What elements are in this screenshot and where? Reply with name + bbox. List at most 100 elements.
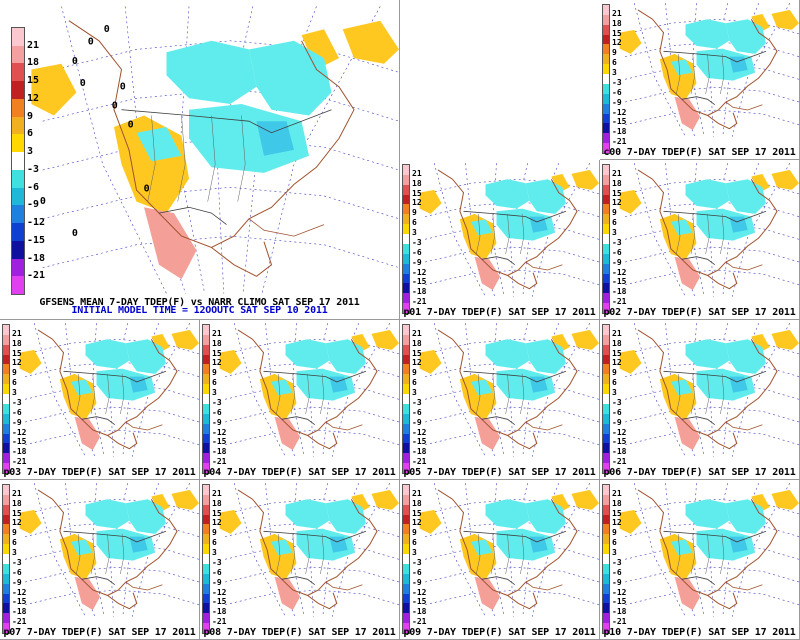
cool-anomaly-area <box>70 379 93 396</box>
legend-swatch <box>403 364 409 375</box>
legend-tick-label: -3 <box>612 557 622 567</box>
legend-swatch <box>603 485 609 496</box>
color-scale-legend: 21 18 15 12 9 6 3 -3 -6 -9 -12 -15 -18 -21 <box>602 484 626 634</box>
legend-tick-label: -18 <box>212 447 227 457</box>
member-panel-c00: 21 18 15 12 9 6 3 -3 -6 -9 -12 -15 -18 -21 c00 7-DAY … <box>600 0 800 160</box>
legend-tick-label: 12 <box>412 358 422 368</box>
legend-swatch <box>603 344 609 356</box>
legend-swatch <box>403 485 409 496</box>
legend-swatch <box>403 384 409 395</box>
state-border <box>490 213 495 255</box>
member-panel-p05: 21 18 15 12 9 6 3 -3 -6 -9 -12 -15 -18 -21 p05 7-DAY … <box>400 320 600 480</box>
legend-tick-label: -21 <box>612 457 627 467</box>
legend-tick-label: 9 <box>612 48 617 58</box>
legend-swatch <box>203 364 209 375</box>
member-panel-p03: 21 18 15 12 9 6 3 -3 -6 -9 -12 -15 -18 -21 p03 7-DAY … <box>0 320 200 480</box>
warm-anomaly-area <box>474 576 501 611</box>
state-border <box>490 373 495 415</box>
legend-tick-label: 15 <box>212 348 222 358</box>
coastline <box>725 101 763 111</box>
coastline <box>107 592 138 610</box>
legend-tick-label: 18 <box>612 498 622 508</box>
legend-swatch <box>12 205 24 224</box>
legend-swatch <box>203 413 209 425</box>
legend-tick-label: -6 <box>412 247 422 257</box>
legend-tick-label: -6 <box>27 181 40 193</box>
legend-swatch <box>203 394 209 405</box>
legend-swatch <box>603 283 609 294</box>
legend-tick-label: -3 <box>212 397 222 407</box>
legend-swatch <box>603 443 609 454</box>
legend-swatch <box>603 463 609 474</box>
legend-swatch <box>403 354 409 365</box>
warm-anomaly-area <box>171 329 199 350</box>
legend-swatch <box>403 504 409 516</box>
legend-tick-label: 21 <box>412 488 422 498</box>
legend-tick-label: -9 <box>12 577 22 587</box>
warm-anomaly-area <box>619 189 642 214</box>
color-scale-legend: 21 18 15 12 9 6 3 -3 -6 -9 -12 -15 -18 -21 <box>2 324 26 474</box>
longitude-line <box>331 323 391 457</box>
longitude-line <box>633 483 686 617</box>
warm-anomaly-area <box>751 13 770 33</box>
legend-swatch <box>3 554 9 565</box>
longitude-line <box>131 323 191 457</box>
legend-tick-label: -15 <box>412 277 427 287</box>
cool-anomaly-area <box>270 539 293 556</box>
border-line <box>63 370 167 383</box>
legend-tick-label: 6 <box>212 378 217 388</box>
coastline <box>37 329 178 436</box>
cool-anomaly-area <box>685 179 730 209</box>
coastline <box>637 489 778 596</box>
legend-swatch <box>603 54 609 65</box>
legend-swatch <box>603 613 609 624</box>
legend-swatch <box>603 433 609 444</box>
warm-anomaly-area <box>371 329 399 350</box>
legend-swatch <box>603 403 609 415</box>
legend-tick-label: 21 <box>212 328 222 338</box>
legend-tick-label: -18 <box>27 252 46 264</box>
coastline <box>325 421 363 431</box>
legend-swatch <box>403 224 409 235</box>
legend-swatch <box>403 283 409 294</box>
state-border <box>147 115 156 202</box>
legend-tick-label: -6 <box>612 87 622 97</box>
legend-tick-label: -9 <box>412 257 422 267</box>
latitude-line <box>625 269 799 285</box>
legend-tick-label: 9 <box>612 368 617 378</box>
legend-swatch <box>3 524 9 535</box>
latitude-line <box>625 429 799 445</box>
legend-swatch <box>203 524 209 535</box>
latitude-line <box>225 498 399 515</box>
warm-anomaly-area <box>151 333 170 353</box>
latitude-line <box>225 384 399 400</box>
legend-swatch <box>203 544 209 555</box>
legend-tick-label: 15 <box>412 508 422 518</box>
state-border <box>505 533 510 575</box>
border-line <box>681 256 716 266</box>
state-border <box>177 115 186 202</box>
legend-swatch <box>603 263 609 275</box>
border-line <box>663 530 767 543</box>
legend-swatch <box>403 514 409 525</box>
warm-anomaly-area <box>274 576 301 611</box>
coastline <box>525 261 563 271</box>
warm-anomaly-area <box>674 96 701 131</box>
cool-anomaly-area <box>470 379 493 396</box>
legend-swatch <box>603 354 609 365</box>
legend-tick-label: -12 <box>612 587 627 597</box>
contour-label: 0 <box>88 37 94 48</box>
legend-tick-label: 15 <box>612 28 622 38</box>
state-border <box>676 53 681 95</box>
coastline <box>437 329 578 436</box>
warm-anomaly-area <box>751 173 770 193</box>
state-border <box>690 533 695 575</box>
cool-anomaly-area <box>696 48 756 81</box>
legend-swatch <box>603 384 609 395</box>
legend-swatch <box>603 453 609 464</box>
warm-anomaly-area <box>474 256 501 291</box>
latitude-line <box>425 338 599 355</box>
contour-label: 0 <box>72 228 78 239</box>
contour-label: 0 <box>72 56 78 67</box>
legend-swatch <box>603 273 609 284</box>
